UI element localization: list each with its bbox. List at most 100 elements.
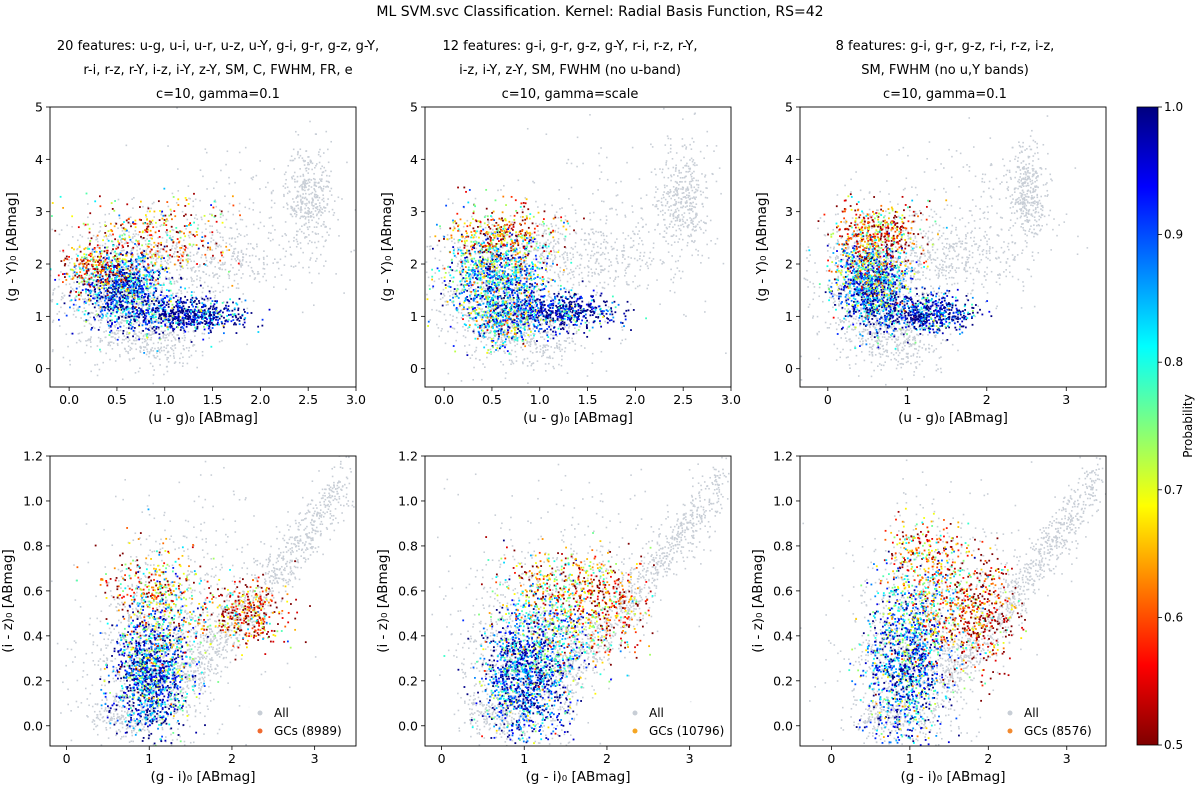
point-all xyxy=(123,325,125,327)
point-gc xyxy=(134,222,137,225)
point-all xyxy=(176,246,178,248)
point-gc xyxy=(101,263,104,266)
point-gc xyxy=(129,260,132,263)
point-all xyxy=(445,319,447,321)
point-all xyxy=(456,284,459,287)
point-all xyxy=(172,278,174,281)
column-title-line: 20 features: u-g, u-i, u-r, u-z, u-Y, g-… xyxy=(57,39,379,54)
point-all xyxy=(519,247,521,249)
point-all xyxy=(295,205,298,207)
point-gc xyxy=(195,305,197,308)
point-gc xyxy=(93,284,96,287)
point-gc xyxy=(141,294,144,297)
point-all xyxy=(183,339,186,342)
point-all xyxy=(168,256,171,259)
point-all xyxy=(196,366,198,369)
point-all xyxy=(543,242,545,245)
point-gc xyxy=(131,273,134,276)
point-gc xyxy=(199,321,202,323)
point-all xyxy=(302,189,304,191)
point-all xyxy=(106,319,108,322)
point-all xyxy=(481,308,484,310)
point-gc xyxy=(137,277,140,280)
point-gc xyxy=(193,235,196,238)
point-all xyxy=(166,356,169,359)
point-all xyxy=(228,243,231,246)
point-all xyxy=(212,187,215,190)
point-gc xyxy=(198,300,200,302)
point-gc xyxy=(148,278,151,281)
point-all xyxy=(209,225,211,227)
point-all xyxy=(108,285,110,287)
point-gc xyxy=(213,316,216,319)
point-gc xyxy=(94,268,97,271)
point-gc xyxy=(152,271,155,274)
point-all xyxy=(305,236,308,238)
point-all xyxy=(157,247,159,249)
x-tick-label: 0.0 xyxy=(59,392,79,407)
point-gc xyxy=(163,187,166,190)
point-all xyxy=(149,298,151,301)
point-all xyxy=(240,262,243,265)
point-all xyxy=(166,358,168,361)
point-all xyxy=(142,335,145,338)
point-gc xyxy=(151,313,154,316)
point-all xyxy=(150,284,153,287)
point-gc xyxy=(225,307,228,310)
point-gc xyxy=(133,299,136,301)
point-gc xyxy=(209,319,212,322)
point-all xyxy=(306,198,308,201)
point-gc xyxy=(117,309,119,312)
point-all xyxy=(211,234,214,236)
point-gc xyxy=(237,309,240,312)
point-gc xyxy=(196,233,199,236)
point-gc xyxy=(121,259,124,262)
point-gc xyxy=(129,281,132,283)
point-all xyxy=(471,310,474,313)
point-all xyxy=(172,355,175,357)
point-gc xyxy=(123,273,126,276)
point-all xyxy=(143,278,145,281)
point-gc xyxy=(238,297,241,300)
point-gc xyxy=(143,283,145,286)
point-all xyxy=(148,352,151,355)
point-gc xyxy=(111,265,114,268)
point-gc xyxy=(113,285,116,288)
point-gc xyxy=(199,315,202,318)
point-gc xyxy=(96,244,99,247)
point-gc xyxy=(88,227,91,230)
point-gc xyxy=(163,302,165,305)
point-gc xyxy=(155,327,158,330)
point-gc xyxy=(86,260,89,263)
point-all xyxy=(158,358,161,361)
point-all xyxy=(296,201,299,203)
point-all xyxy=(510,298,513,301)
point-gc xyxy=(134,312,137,315)
point-all xyxy=(119,314,122,317)
point-gc xyxy=(137,242,140,245)
point-gc xyxy=(176,251,179,253)
point-all xyxy=(313,184,316,187)
point-all xyxy=(145,251,148,254)
point-all xyxy=(270,216,272,219)
point-all xyxy=(117,268,119,271)
point-gc xyxy=(106,261,109,264)
point-gc xyxy=(141,256,144,259)
point-gc xyxy=(130,259,133,262)
point-all xyxy=(131,269,134,272)
point-all xyxy=(329,190,331,192)
point-all xyxy=(425,271,428,274)
point-all xyxy=(526,276,528,278)
point-gc xyxy=(144,320,147,323)
point-gc xyxy=(130,255,133,258)
point-all xyxy=(105,296,108,298)
point-all xyxy=(501,300,503,303)
point-all xyxy=(149,252,152,255)
point-all xyxy=(259,160,261,162)
point-all xyxy=(545,229,547,232)
point-all xyxy=(129,216,132,219)
point-gc xyxy=(122,283,125,285)
point-gc xyxy=(89,292,92,295)
point-all xyxy=(296,180,299,183)
point-all xyxy=(220,264,222,266)
